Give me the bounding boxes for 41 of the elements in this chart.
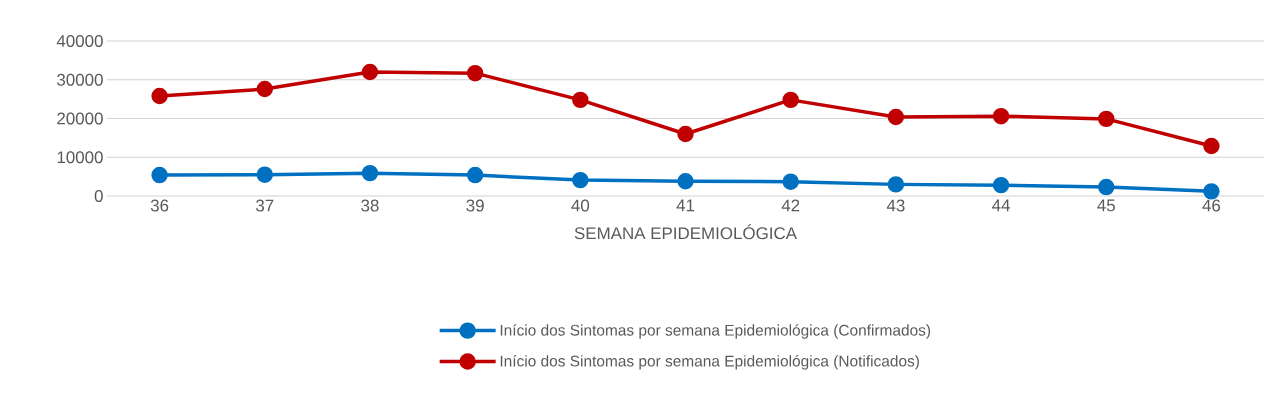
point — [572, 171, 589, 189]
point — [361, 63, 379, 81]
point — [466, 166, 484, 184]
point — [992, 176, 1010, 194]
point — [1098, 178, 1115, 196]
point — [887, 176, 905, 193]
x-tick-label: 46 — [1202, 199, 1221, 212]
point — [782, 91, 799, 109]
point — [572, 91, 589, 109]
legend-label: Início dos Sintomas por semana Epidemiológica (Notificados) — [500, 355, 919, 370]
point — [1203, 137, 1220, 155]
x-tick-label: 45 — [1097, 199, 1115, 212]
x-tick-label: 38 — [361, 199, 379, 212]
point — [151, 87, 168, 105]
point — [361, 164, 379, 182]
x-tick-label: 40 — [571, 199, 590, 212]
point — [256, 80, 274, 98]
point — [782, 173, 799, 190]
point — [677, 125, 694, 143]
point — [466, 64, 484, 82]
point — [677, 173, 694, 190]
x-tick-label: 41 — [676, 199, 695, 212]
point — [256, 166, 274, 183]
x-tick-label: 43 — [886, 199, 905, 212]
y-tick-label: 10000 — [57, 151, 103, 164]
legend-label: Início dos Sintomas por semana Epidemiológica (Confirmados) — [500, 324, 931, 339]
y-tick-label: 30000 — [57, 73, 103, 86]
y-tick-label: 40000 — [56, 35, 103, 47]
point — [1098, 110, 1115, 128]
x-tick-label: 37 — [256, 199, 274, 212]
y-tick-label: 20000 — [57, 112, 103, 125]
point — [992, 107, 1010, 125]
point — [887, 108, 905, 126]
x-tick-label: 36 — [150, 199, 169, 212]
point — [151, 166, 168, 184]
x-axis-title: SEMANA EPIDEMIOLÓGICA — [574, 224, 797, 240]
point — [1203, 183, 1220, 200]
x-tick-label: 42 — [781, 199, 800, 212]
y-tick-label: 0 — [94, 190, 103, 202]
x-tick-label: 44 — [992, 199, 1010, 212]
x-tick-label: 39 — [466, 199, 484, 212]
